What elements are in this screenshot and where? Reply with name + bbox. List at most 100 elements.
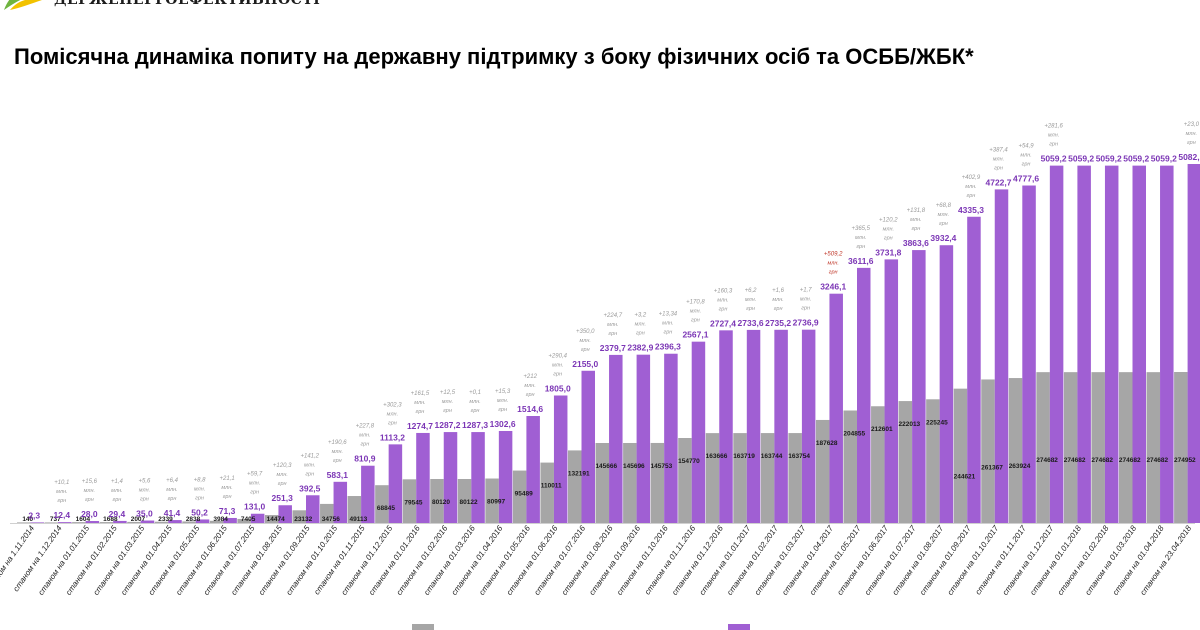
purple-bar-label: 2727,4 <box>710 318 736 328</box>
purple-bar-label: 251,3 <box>272 493 294 503</box>
gray-bar <box>1174 372 1188 523</box>
gray-bar <box>1146 372 1161 523</box>
increment-unit-label: грн <box>829 270 838 276</box>
increment-unit-label: грн <box>1049 142 1058 148</box>
gray-bar <box>402 479 417 523</box>
increment-label: +402,9 <box>962 175 981 181</box>
gray-bar-label: 154770 <box>678 458 700 465</box>
category-tick-label: станом на 01.09.2017 <box>918 524 973 597</box>
increment-unit-label: грн <box>939 221 948 227</box>
increment-unit-label: млн. <box>414 400 425 406</box>
category-tick-label: станом на 01.04.2015 <box>119 524 174 597</box>
increment-label: +160,3 <box>714 288 733 294</box>
increment-unit-label: грн <box>498 407 507 413</box>
category-tick-label: станом на 01.06.2015 <box>174 524 229 597</box>
purple-bar-label: 5082,2 <box>1178 152 1200 162</box>
gray-bar <box>512 470 527 523</box>
increment-label: +161,5 <box>411 391 430 397</box>
purple-bar-label: 4335,3 <box>958 205 984 215</box>
increment-unit-label: млн. <box>772 297 783 303</box>
category-tick-label: станом на 01.12.2017 <box>1001 524 1056 597</box>
category-tick-label: станом на 01.10.2015 <box>284 524 339 597</box>
increment-label: +1,7 <box>800 288 813 294</box>
increment-label: +350,0 <box>576 329 595 335</box>
gray-bar-label: 132191 <box>568 470 590 477</box>
gray-bar <box>320 503 334 523</box>
purple-bar-label: 2382,9 <box>627 343 653 353</box>
gray-bar <box>595 443 610 523</box>
increment-unit-label: грн <box>911 226 920 232</box>
category-tick-label: станом на 01.09.2016 <box>587 524 642 597</box>
purple-bar <box>388 444 403 523</box>
increment-unit-label: млн. <box>56 489 67 495</box>
increment-label: +290,4 <box>548 353 567 359</box>
gray-bar-label: 204855 <box>843 430 865 437</box>
gray-bar-label: 274682 <box>1036 457 1058 464</box>
purple-bar <box>994 189 1009 524</box>
gray-bar <box>540 462 554 523</box>
purple-bar-label: 810,9 <box>354 454 376 464</box>
purple-bar <box>195 519 210 523</box>
purple-bar <box>333 481 348 523</box>
gray-bar <box>457 478 472 523</box>
increment-unit-label: млн. <box>800 297 811 303</box>
gray-bar <box>1063 372 1078 523</box>
increment-label: +68,8 <box>936 203 952 209</box>
category-tick-label: станом на 23.04.2018 <box>1138 524 1193 597</box>
category-tick-label: станом на 01.06.2016 <box>505 524 560 597</box>
purple-bar <box>636 354 651 523</box>
increment-unit-label: млн. <box>910 217 921 223</box>
purple-bar <box>278 505 292 523</box>
gray-bar-label: 261367 <box>981 464 1003 471</box>
gray-bar <box>264 515 279 523</box>
gray-bar <box>705 433 720 523</box>
purple-bar <box>664 353 678 523</box>
category-tick-label: станом на 01.02.2015 <box>64 524 119 597</box>
increment-label: +302,3 <box>383 402 402 408</box>
gray-bar-label: 212601 <box>871 426 893 433</box>
gray-bar-label: 68845 <box>377 505 395 512</box>
purple-bar <box>223 517 237 523</box>
purple-bar-label: 2396,3 <box>655 342 681 352</box>
purple-bar-label: 1287,2 <box>435 420 461 430</box>
increment-unit-label: грн <box>884 235 893 241</box>
category-tick-label: станом на 01.12.2016 <box>670 524 725 597</box>
category-tick-label: станом на 01.07.2016 <box>532 524 587 597</box>
category-tick-label: станом на 01.09.2015 <box>257 524 312 597</box>
purple-bar <box>443 432 458 523</box>
gray-bar-label: 79545 <box>404 499 422 506</box>
purple-bar-label: 3611,6 <box>848 256 874 266</box>
gray-bar-label: 244621 <box>954 474 976 481</box>
category-tick-label: станом на 01.11.2015 <box>312 524 367 597</box>
gray-bar <box>1091 372 1105 523</box>
increment-unit-label: млн. <box>883 226 894 232</box>
gray-bar <box>843 410 857 523</box>
increment-unit-label: грн <box>801 306 810 312</box>
increment-unit-label: грн <box>140 497 149 503</box>
purple-bar-label: 5059,2 <box>1096 154 1122 164</box>
page-title: Помісячна динаміка попиту на державну пі… <box>14 44 974 69</box>
purple-bar-label: 3863,6 <box>903 238 929 248</box>
purple-bar-label: 3731,8 <box>875 247 901 257</box>
purple-bar-label: 583,1 <box>327 470 349 480</box>
gray-bar <box>375 485 389 523</box>
purple-bar-label: 1302,6 <box>490 419 516 429</box>
gray-bar <box>347 496 362 523</box>
increment-unit-label: млн. <box>332 449 343 455</box>
increment-unit-label: грн <box>608 331 617 337</box>
category-tick-label: станом на 01.03.2018 <box>1083 524 1138 597</box>
gray-bar-label: 222013 <box>898 421 920 428</box>
purple-bar-label: 2733,6 <box>738 318 764 328</box>
gray-bar-label: 274682 <box>1091 457 1113 464</box>
gray-bar-label: 274682 <box>1064 457 1086 464</box>
purple-bar <box>967 216 981 523</box>
increment-label: +15,6 <box>82 479 98 485</box>
increment-label: +170,8 <box>686 300 705 306</box>
increment-label: +509,2 <box>824 252 843 258</box>
increment-label: +21,1 <box>220 476 235 482</box>
increment-unit-label: грн <box>746 306 755 312</box>
increment-unit-label: млн. <box>221 485 232 491</box>
category-tick-label: станом на 01.08.2015 <box>229 524 284 597</box>
increment-unit-label: млн. <box>469 399 480 405</box>
increment-label: +131,8 <box>907 208 926 214</box>
